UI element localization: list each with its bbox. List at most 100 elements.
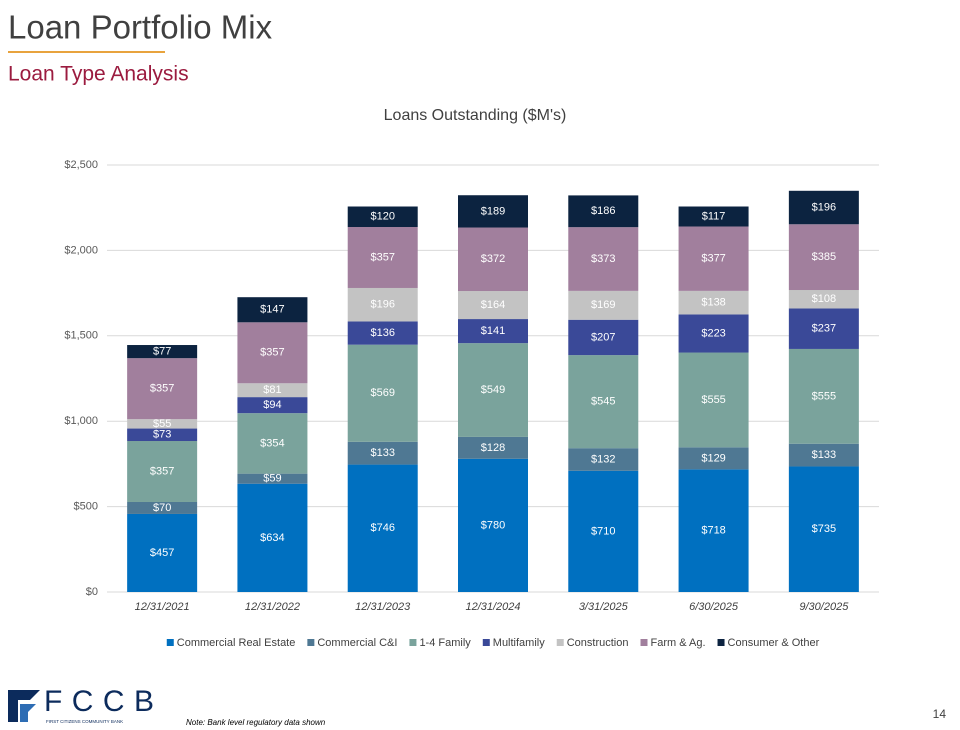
bar-segment <box>127 513 198 592</box>
data-label: $385 <box>812 251 836 263</box>
bar-segment <box>678 447 749 470</box>
x-tick-label: 12/31/2024 <box>465 601 520 613</box>
data-label: $81 <box>263 384 281 396</box>
y-tick-label: $1,500 <box>64 330 98 342</box>
x-tick-label: 12/31/2021 <box>135 601 190 613</box>
data-label: $569 <box>370 387 394 399</box>
data-label: $186 <box>591 205 615 217</box>
data-label: $780 <box>481 519 505 531</box>
bar-segment <box>237 483 308 592</box>
data-label: $377 <box>701 253 725 265</box>
bar-segment <box>458 227 528 292</box>
data-label: $457 <box>150 547 174 559</box>
bar-segment <box>237 413 308 474</box>
x-tick-label: 3/31/2025 <box>579 601 629 613</box>
bar-segment <box>237 473 308 484</box>
legend-swatch <box>482 639 490 646</box>
bar-segment <box>237 397 308 414</box>
bar-segment <box>458 458 528 592</box>
legend-label: 1-4 Family <box>419 637 471 649</box>
data-label: $132 <box>591 453 615 465</box>
legend-label: Consumer & Other <box>728 637 820 649</box>
data-label: $357 <box>150 383 174 395</box>
data-label: $735 <box>812 523 836 535</box>
bar-segment <box>568 195 639 228</box>
bar-segment <box>127 419 198 429</box>
bar-segment <box>678 290 749 315</box>
data-label: $357 <box>260 347 284 359</box>
bar-segment <box>458 343 528 437</box>
legend-label: Multifamily <box>493 637 545 649</box>
x-tick-label: 12/31/2022 <box>245 601 300 613</box>
data-label: $94 <box>263 399 281 411</box>
bar-segment <box>127 358 198 420</box>
bar-segment <box>458 195 528 228</box>
bar-segment <box>347 441 418 465</box>
bar-segment <box>237 383 308 398</box>
data-label: $117 <box>702 210 726 222</box>
slide-title: Loan Portfolio Mix <box>8 9 273 46</box>
data-label: $70 <box>153 502 171 514</box>
bar-segment <box>788 466 859 592</box>
bar-segment <box>347 206 418 228</box>
logo-mark <box>8 690 40 722</box>
legend-label: Farm & Ag. <box>651 637 706 649</box>
bar-segment <box>568 319 639 356</box>
bar-segment <box>237 322 308 384</box>
logo-mark <box>20 704 36 722</box>
data-label: $59 <box>263 473 281 485</box>
data-label: $223 <box>701 327 725 339</box>
bar-segment <box>347 227 418 288</box>
bar-segment <box>127 345 198 359</box>
legend-label: Commercial C&I <box>317 637 397 649</box>
y-tick-label: $2,000 <box>64 244 98 256</box>
data-label: $133 <box>370 447 394 459</box>
bar-segment <box>678 206 749 227</box>
legend-label: Commercial Real Estate <box>177 637 296 649</box>
data-label: $354 <box>260 437 284 449</box>
data-label: $169 <box>591 299 615 311</box>
bar-segment <box>458 291 528 320</box>
logo-text: FCCB <box>44 685 154 718</box>
slide-subtitle: Loan Type Analysis <box>8 63 189 86</box>
legend-swatch <box>409 639 417 646</box>
data-label: $77 <box>153 346 171 358</box>
bar-segment <box>568 470 639 592</box>
legend-label: Construction <box>567 637 629 649</box>
data-label: $128 <box>481 442 505 454</box>
legend-swatch <box>307 639 315 646</box>
legend-swatch <box>717 639 725 646</box>
data-label: $55 <box>153 418 171 430</box>
chart-title: Loans Outstanding ($M's) <box>384 107 567 124</box>
data-label: $373 <box>591 253 615 265</box>
data-label: $555 <box>812 390 836 402</box>
bar-segment <box>237 297 308 323</box>
bar-segment <box>568 355 639 449</box>
bar-segment <box>788 290 859 309</box>
data-label: $196 <box>370 299 394 311</box>
data-label: $129 <box>701 452 725 464</box>
bar-segment <box>458 319 528 344</box>
data-label: $372 <box>481 253 505 265</box>
bar-segment <box>127 501 198 514</box>
data-label: $549 <box>481 384 505 396</box>
legend-swatch <box>640 639 648 646</box>
data-label: $634 <box>260 532 284 544</box>
data-label: $710 <box>591 525 615 537</box>
bar-segment <box>678 469 749 592</box>
data-label: $718 <box>701 525 725 537</box>
data-label: $133 <box>812 449 836 461</box>
bar-segment <box>458 436 528 459</box>
bar-segment <box>788 348 859 444</box>
bar-segment <box>678 352 749 448</box>
data-label: $545 <box>591 396 615 408</box>
bar-segment <box>788 308 859 349</box>
data-label: $108 <box>812 293 836 305</box>
logo: FCCB FIRST CITIZENS COMMUNITY BANK <box>8 685 154 724</box>
data-label: $147 <box>260 304 284 316</box>
bar-segment <box>568 290 639 320</box>
data-label: $207 <box>591 331 615 343</box>
x-tick-label: 9/30/2025 <box>799 601 849 613</box>
